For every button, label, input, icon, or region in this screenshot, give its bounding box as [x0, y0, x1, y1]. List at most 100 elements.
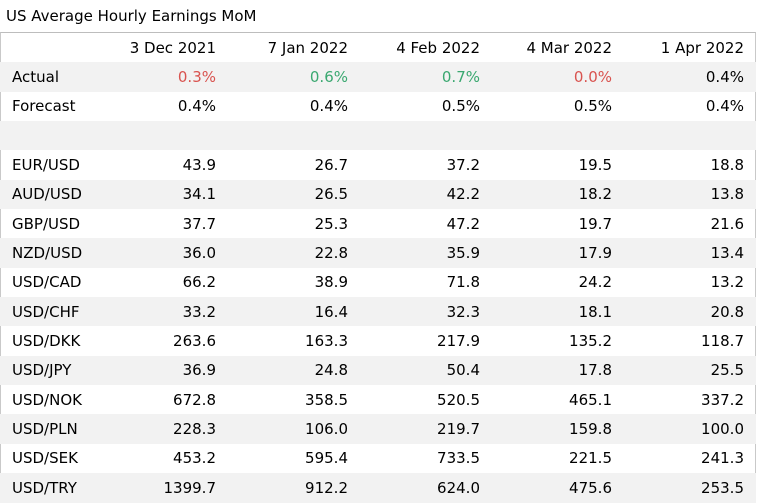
pair-value: 13.4 — [624, 238, 756, 268]
pair-value: 733.5 — [437, 449, 480, 468]
pair-label: USD/SEK — [12, 449, 78, 468]
column-header: 1 Apr 2022 — [660, 38, 744, 57]
pair-value: 18.2 — [492, 179, 624, 210]
forecast-value: 0.5% — [573, 97, 612, 116]
table-row: USD/DKK 263.6 163.3 217.9 135.2 118.7 — [0, 326, 756, 355]
pair-value: 337.2 — [701, 390, 744, 409]
column-header: 4 Mar 2022 — [526, 38, 612, 57]
column-header: 7 Jan 2022 — [267, 38, 348, 57]
pair-label: USD/PLN — [0, 414, 108, 444]
pair-value: 135.2 — [569, 332, 612, 351]
actual-value: 0.3% — [108, 62, 228, 92]
pair-value: 520.5 — [437, 390, 480, 409]
pair-value: 35.9 — [360, 238, 492, 268]
pair-label: USD/CAD — [12, 273, 82, 292]
pair-value: 17.8 — [492, 355, 624, 386]
table-row: USD/CAD 66.2 38.9 71.8 24.2 13.2 — [0, 268, 756, 297]
pair-value: 32.3 — [360, 297, 492, 327]
table-row: EUR/USD 43.9 26.7 37.2 19.5 18.8 — [0, 150, 756, 179]
pair-label: USD/JPY — [0, 355, 108, 386]
spacer-row — [0, 121, 756, 151]
pair-value: 221.5 — [569, 449, 612, 468]
pair-value: 241.3 — [701, 449, 744, 468]
pair-value: 71.8 — [446, 273, 480, 292]
pair-value: 453.2 — [173, 449, 216, 468]
pair-value: 13.2 — [710, 273, 744, 292]
pair-value: 26.5 — [228, 179, 360, 210]
column-header: 4 Feb 2022 — [396, 38, 480, 57]
pair-value: 106.0 — [228, 414, 360, 444]
pair-value: 475.6 — [492, 473, 624, 503]
table-row: USD/CHF 33.2 16.4 32.3 18.1 20.8 — [0, 297, 756, 327]
table-row: AUD/USD 34.1 26.5 42.2 18.2 13.8 — [0, 179, 756, 210]
forecast-value: 0.5% — [441, 97, 480, 116]
pair-label: NZD/USD — [0, 238, 108, 268]
pair-value: 13.8 — [624, 179, 756, 210]
pair-value: 34.1 — [108, 179, 228, 210]
pair-value: 163.3 — [305, 332, 348, 351]
header-corner — [0, 33, 108, 62]
pair-value: 24.8 — [228, 355, 360, 386]
pair-value: 37.7 — [182, 214, 216, 233]
forecast-value: 0.4% — [177, 97, 216, 116]
pair-label: USD/NOK — [12, 390, 82, 409]
pair-label: AUD/USD — [0, 179, 108, 210]
table-row: USD/JPY 36.9 24.8 50.4 17.8 25.5 — [0, 355, 756, 386]
table-row: USD/PLN 228.3 106.0 219.7 159.8 100.0 — [0, 414, 756, 444]
pair-value: 36.9 — [108, 355, 228, 386]
pair-value: 38.9 — [314, 273, 348, 292]
pair-value: 47.2 — [446, 214, 480, 233]
actual-value: 0.4% — [624, 62, 756, 92]
pair-value: 37.2 — [446, 156, 480, 175]
table-row: USD/TRY 1399.7 912.2 624.0 475.6 253.5 — [0, 473, 756, 503]
pair-value: 624.0 — [360, 473, 492, 503]
currency-pair-rows: EUR/USD 43.9 26.7 37.2 19.5 18.8 AUD/USD 34.1 26… — [0, 150, 756, 503]
pair-value: 42.2 — [360, 179, 492, 210]
pair-value: 465.1 — [569, 390, 612, 409]
actual-value: 0.6% — [228, 62, 360, 92]
pair-value: 43.9 — [182, 156, 216, 175]
pair-value: 20.8 — [624, 297, 756, 327]
pair-value: 24.2 — [578, 273, 612, 292]
pair-value: 36.0 — [108, 238, 228, 268]
row-label: Actual — [0, 62, 108, 92]
pair-value: 912.2 — [228, 473, 360, 503]
pair-value: 25.3 — [314, 214, 348, 233]
forecast-value: 0.4% — [309, 97, 348, 116]
pair-value: 228.3 — [108, 414, 228, 444]
pair-value: 595.4 — [305, 449, 348, 468]
actual-value: 0.7% — [360, 62, 492, 92]
pair-value: 18.8 — [710, 156, 744, 175]
forecast-value: 0.4% — [705, 97, 744, 116]
pair-label: USD/DKK — [12, 332, 81, 351]
pair-label: USD/CHF — [0, 297, 108, 327]
pair-value: 21.6 — [710, 214, 744, 233]
pair-value: 263.6 — [173, 332, 216, 351]
pair-value: 66.2 — [182, 273, 216, 292]
pair-value: 100.0 — [624, 414, 756, 444]
actual-row: Actual 0.3% 0.6% 0.7% 0.0% 0.4% — [0, 62, 756, 92]
pair-value: 1399.7 — [108, 473, 228, 503]
column-header: 3 Dec 2021 — [129, 38, 216, 57]
pair-label: GBP/USD — [12, 214, 81, 233]
forecast-row: Forecast 0.4% 0.4% 0.5% 0.5% 0.4% — [0, 92, 756, 121]
pair-value: 18.1 — [492, 297, 624, 327]
pair-value: 25.5 — [624, 355, 756, 386]
pair-value: 358.5 — [305, 390, 348, 409]
table-title: US Average Hourly Earnings MoM — [6, 7, 257, 25]
pair-value: 50.4 — [360, 355, 492, 386]
table-row: GBP/USD 37.7 25.3 47.2 19.7 21.6 — [0, 209, 756, 238]
pair-value: 33.2 — [108, 297, 228, 327]
row-label: Forecast — [12, 97, 76, 116]
pair-label: EUR/USD — [12, 156, 80, 175]
table-row: USD/SEK 453.2 595.4 733.5 221.5 241.3 — [0, 444, 756, 473]
table-row: USD/NOK 672.8 358.5 520.5 465.1 337.2 — [0, 385, 756, 414]
pair-value: 217.9 — [437, 332, 480, 351]
pair-value: 672.8 — [173, 390, 216, 409]
pair-label: USD/TRY — [0, 473, 108, 503]
pair-value: 118.7 — [701, 332, 744, 351]
actual-value: 0.0% — [492, 62, 624, 92]
pair-value: 16.4 — [228, 297, 360, 327]
earnings-table: 3 Dec 2021 7 Jan 2022 4 Feb 2022 4 Mar 2… — [0, 33, 756, 503]
pair-value: 253.5 — [624, 473, 756, 503]
